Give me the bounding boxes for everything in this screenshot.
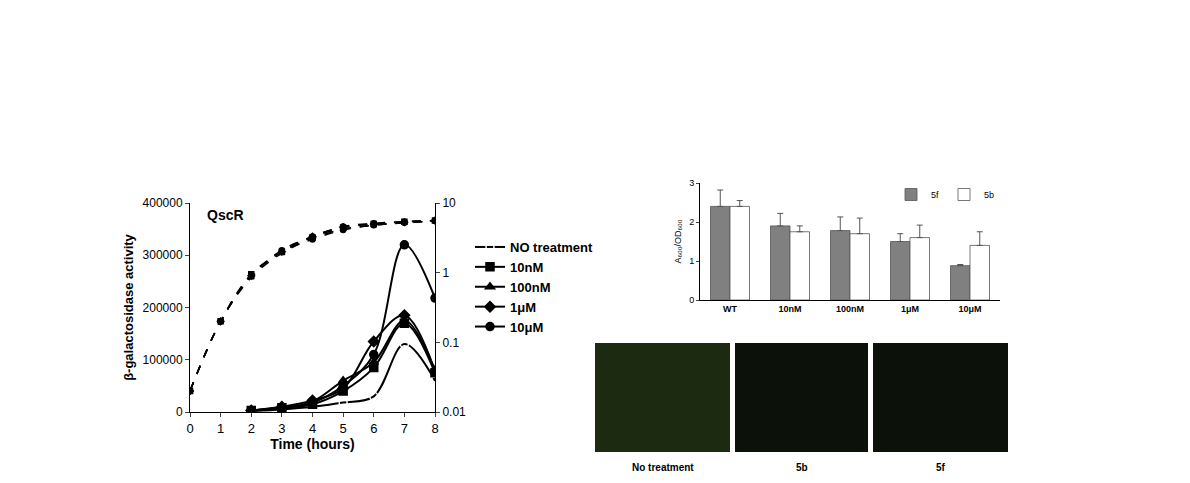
svg-text:QscR: QscR	[207, 207, 244, 223]
svg-text:10nM: 10nM	[778, 304, 801, 314]
svg-text:WT: WT	[723, 304, 737, 314]
svg-text:100nM: 100nM	[510, 280, 550, 295]
svg-text:0.1: 0.1	[442, 336, 459, 350]
svg-text:200000: 200000	[143, 301, 183, 315]
svg-text:5: 5	[340, 421, 347, 436]
svg-text:400000: 400000	[143, 196, 183, 210]
svg-text:1: 1	[689, 256, 694, 266]
svg-text:8: 8	[431, 421, 438, 436]
svg-text:10μM: 10μM	[510, 320, 543, 335]
svg-text:300000: 300000	[143, 248, 183, 262]
svg-text:0: 0	[186, 421, 193, 436]
svg-text:4: 4	[309, 421, 316, 436]
svg-text:2: 2	[689, 217, 694, 227]
svg-text:0: 0	[176, 405, 183, 419]
svg-text:0: 0	[689, 295, 694, 305]
svg-text:3: 3	[278, 421, 285, 436]
svg-text:1μM: 1μM	[901, 304, 919, 314]
svg-text:10: 10	[442, 196, 456, 210]
svg-text:5b: 5b	[984, 190, 994, 200]
svg-text:NO treatment: NO treatment	[510, 240, 593, 255]
svg-text:Time (hours): Time (hours)	[270, 436, 355, 452]
svg-text:1μM: 1μM	[510, 300, 536, 315]
svg-text:1: 1	[442, 266, 449, 280]
svg-text:2: 2	[248, 421, 255, 436]
svg-text:0.01: 0.01	[442, 405, 466, 419]
svg-text:100nM: 100nM	[836, 304, 864, 314]
svg-text:10μM: 10μM	[958, 304, 981, 314]
svg-text:A₆₀₀/OD₆₀₀: A₆₀₀/OD₆₀₀	[673, 219, 683, 263]
svg-text:1: 1	[217, 421, 224, 436]
svg-text:5f: 5f	[931, 190, 939, 200]
svg-text:5b: 5b	[796, 462, 808, 473]
svg-text:3: 3	[689, 178, 694, 188]
svg-text:β-galactosidase activity: β-galactosidase activity	[121, 233, 136, 380]
svg-text:10nM: 10nM	[510, 260, 543, 275]
svg-text:6: 6	[370, 421, 377, 436]
svg-text:5f: 5f	[936, 462, 946, 473]
svg-text:100000: 100000	[143, 353, 183, 367]
svg-text:7: 7	[401, 421, 408, 436]
svg-text:No treatment: No treatment	[632, 462, 694, 473]
